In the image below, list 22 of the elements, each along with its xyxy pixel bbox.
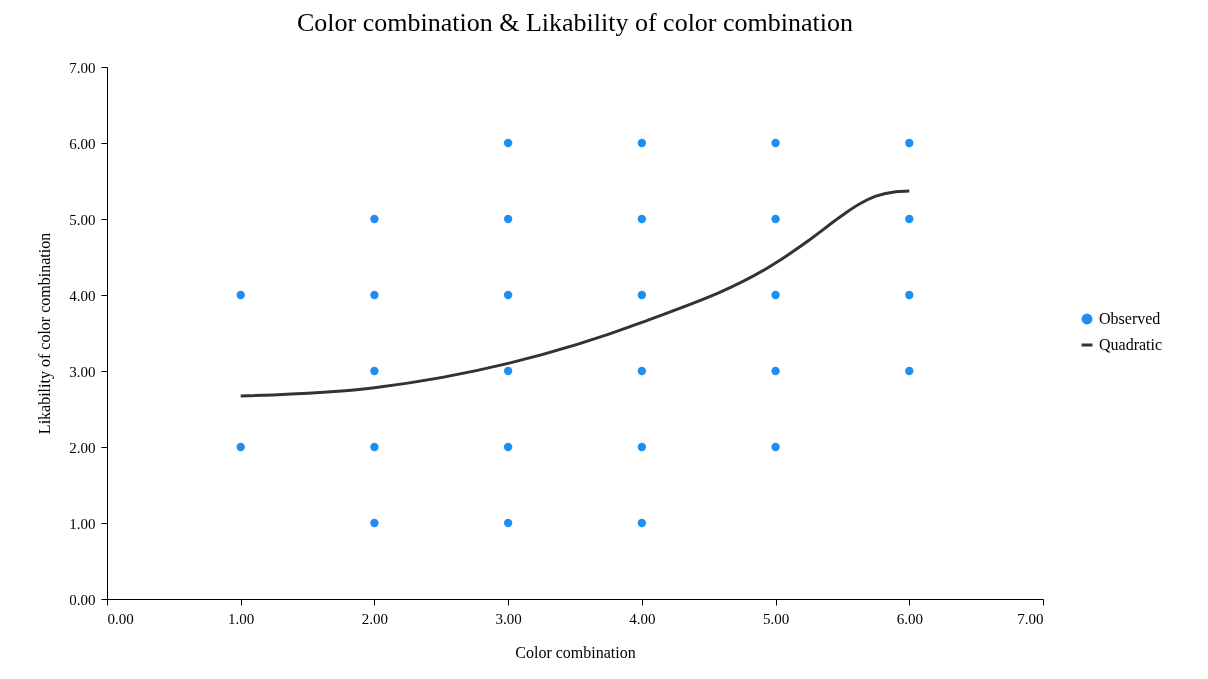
y-tick-label: 2.00 xyxy=(69,439,96,456)
y-tick-label: 1.00 xyxy=(69,515,96,532)
line-series xyxy=(239,189,911,398)
y-tick-label: 7.00 xyxy=(69,59,96,76)
x-tick-label: 3.00 xyxy=(495,610,522,627)
y-tick-label: 6.00 xyxy=(69,135,96,152)
x-tick-label: 4.00 xyxy=(629,610,656,627)
x-tick-label: 6.00 xyxy=(896,610,923,627)
y-axis-title: Likability of color combination xyxy=(36,232,55,435)
chart-title: Color combination & Likability of color combination xyxy=(296,8,854,37)
x-tick-label: 5.00 xyxy=(762,610,790,627)
y-tick-label: 0.00 xyxy=(69,591,96,608)
x-tick-label: 1.00 xyxy=(228,610,255,627)
legend-label: Quadratic xyxy=(1099,336,1163,353)
legend-label: Observed xyxy=(1099,310,1161,327)
y-tick-label: 3.00 xyxy=(69,363,96,380)
x-tick-label: 7.00 xyxy=(1017,610,1044,627)
y-tick-label: 5.00 xyxy=(69,211,96,228)
x-tick-label: 2.00 xyxy=(361,610,389,627)
x-tick-label: 0.00 xyxy=(107,610,134,627)
y-tick-label: 4.00 xyxy=(69,287,96,304)
x-axis-title: Color combination xyxy=(515,643,636,661)
